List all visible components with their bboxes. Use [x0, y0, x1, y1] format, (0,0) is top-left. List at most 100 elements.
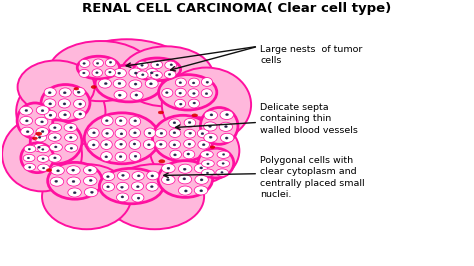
Circle shape — [206, 153, 209, 155]
Circle shape — [89, 179, 92, 181]
Ellipse shape — [41, 85, 90, 121]
Circle shape — [221, 171, 223, 173]
Ellipse shape — [153, 115, 213, 161]
Circle shape — [41, 130, 44, 133]
Ellipse shape — [37, 164, 49, 171]
Circle shape — [28, 148, 30, 150]
Ellipse shape — [150, 117, 239, 184]
Ellipse shape — [144, 128, 156, 138]
Circle shape — [159, 143, 162, 146]
Ellipse shape — [197, 129, 209, 138]
Circle shape — [54, 157, 56, 159]
Circle shape — [156, 64, 159, 66]
Circle shape — [149, 83, 153, 85]
Text: Delicate septa
containing thin
walled blood vessels: Delicate septa containing thin walled bl… — [261, 103, 358, 135]
Ellipse shape — [67, 166, 80, 175]
Ellipse shape — [117, 182, 129, 191]
Ellipse shape — [46, 169, 52, 172]
Ellipse shape — [129, 68, 142, 77]
Ellipse shape — [189, 78, 200, 87]
Ellipse shape — [195, 175, 209, 184]
Circle shape — [92, 144, 95, 146]
Circle shape — [55, 146, 57, 148]
Circle shape — [200, 167, 203, 169]
Ellipse shape — [184, 129, 196, 138]
Circle shape — [63, 92, 66, 94]
Ellipse shape — [18, 60, 95, 114]
Ellipse shape — [129, 80, 142, 89]
Circle shape — [120, 186, 123, 188]
Circle shape — [134, 72, 137, 74]
Circle shape — [207, 163, 209, 165]
Circle shape — [37, 146, 40, 148]
Circle shape — [64, 114, 66, 116]
Circle shape — [119, 143, 122, 145]
Ellipse shape — [201, 169, 214, 176]
Ellipse shape — [36, 132, 42, 135]
Ellipse shape — [174, 99, 186, 108]
Circle shape — [202, 144, 205, 146]
Circle shape — [134, 120, 137, 122]
Circle shape — [79, 113, 82, 115]
Ellipse shape — [175, 88, 186, 97]
Ellipse shape — [132, 193, 144, 202]
Circle shape — [56, 170, 60, 172]
Ellipse shape — [83, 176, 97, 185]
Ellipse shape — [17, 103, 53, 138]
Circle shape — [134, 132, 137, 134]
Ellipse shape — [20, 116, 33, 125]
Ellipse shape — [35, 117, 48, 126]
Ellipse shape — [145, 79, 158, 88]
Ellipse shape — [102, 172, 115, 181]
Ellipse shape — [175, 78, 186, 87]
Circle shape — [49, 103, 52, 105]
Ellipse shape — [102, 128, 113, 138]
Circle shape — [118, 94, 121, 96]
Ellipse shape — [101, 116, 113, 126]
Ellipse shape — [37, 155, 49, 162]
Circle shape — [183, 178, 186, 180]
Circle shape — [193, 102, 196, 104]
Ellipse shape — [93, 59, 103, 67]
Circle shape — [150, 186, 153, 188]
Circle shape — [209, 125, 211, 127]
Ellipse shape — [201, 160, 214, 167]
Circle shape — [167, 167, 170, 169]
Circle shape — [121, 174, 124, 176]
Circle shape — [209, 136, 212, 138]
Circle shape — [168, 73, 171, 75]
Circle shape — [134, 155, 137, 157]
Circle shape — [184, 190, 187, 192]
Circle shape — [120, 133, 123, 135]
Ellipse shape — [201, 78, 212, 86]
Ellipse shape — [100, 152, 112, 161]
Ellipse shape — [115, 128, 127, 138]
Circle shape — [150, 72, 153, 74]
Ellipse shape — [50, 143, 63, 151]
Circle shape — [160, 132, 163, 134]
Ellipse shape — [49, 123, 62, 132]
Circle shape — [105, 143, 108, 146]
Ellipse shape — [45, 110, 56, 119]
Ellipse shape — [64, 133, 77, 142]
Ellipse shape — [117, 193, 128, 202]
Circle shape — [105, 156, 108, 158]
Ellipse shape — [113, 68, 127, 78]
Ellipse shape — [51, 166, 64, 175]
Ellipse shape — [77, 56, 119, 79]
Ellipse shape — [183, 139, 195, 148]
Ellipse shape — [165, 61, 176, 69]
Ellipse shape — [130, 91, 143, 100]
Ellipse shape — [99, 79, 111, 88]
Circle shape — [134, 83, 137, 85]
Ellipse shape — [132, 172, 144, 180]
Circle shape — [188, 143, 191, 145]
Ellipse shape — [48, 133, 61, 141]
Circle shape — [119, 156, 122, 158]
Circle shape — [166, 179, 169, 181]
Circle shape — [72, 180, 75, 182]
Circle shape — [104, 82, 107, 85]
Ellipse shape — [162, 89, 173, 97]
Circle shape — [137, 197, 140, 199]
Ellipse shape — [134, 58, 181, 81]
